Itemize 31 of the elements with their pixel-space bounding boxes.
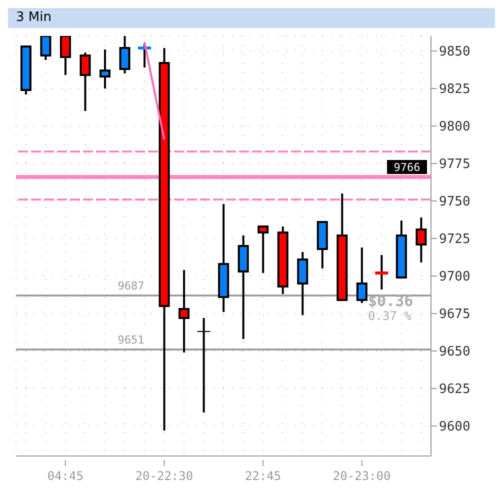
- y-tick-label: 9700: [439, 270, 470, 285]
- y-tick-label: 9775: [439, 157, 470, 172]
- y-tick-label: 9625: [439, 382, 470, 398]
- candlestick: [297, 251, 308, 316]
- candlestick: [100, 48, 110, 90]
- candlestick: [178, 269, 190, 354]
- y-tick-label: 9650: [439, 344, 470, 360]
- ref-line-label: 9687: [118, 280, 144, 292]
- x-tick-label: 20-22:30: [135, 469, 194, 483]
- ref-line-label: 9766: [394, 161, 420, 174]
- annotation: 0.37 %: [368, 309, 412, 323]
- y-tick-label: 9600: [439, 420, 470, 435]
- chart-title: 3 Min: [8, 8, 495, 28]
- x-tick-label: 04:45: [47, 469, 84, 483]
- y-tick-label: 9800: [439, 120, 470, 135]
- candlestick: [356, 246, 368, 304]
- y-tick-label: 9850: [439, 44, 470, 60]
- y-tick-label: 9675: [439, 307, 470, 322]
- candlestick: [80, 52, 91, 112]
- candlestick: [119, 36, 130, 74]
- y-tick-label: 9825: [439, 82, 470, 98]
- candlestick: [60, 36, 71, 76]
- candlestick: [40, 36, 52, 61]
- y-tick-label: 9725: [439, 232, 470, 248]
- ref-line-label: 9651: [118, 334, 144, 346]
- x-tick-label: 20-23:00: [332, 469, 391, 483]
- candlestick: [258, 226, 269, 274]
- x-tick-label: 22:45: [244, 469, 282, 483]
- candlestick: [416, 216, 427, 264]
- y-tick-label: 9750: [439, 194, 470, 210]
- annotation: $0.36: [368, 292, 414, 310]
